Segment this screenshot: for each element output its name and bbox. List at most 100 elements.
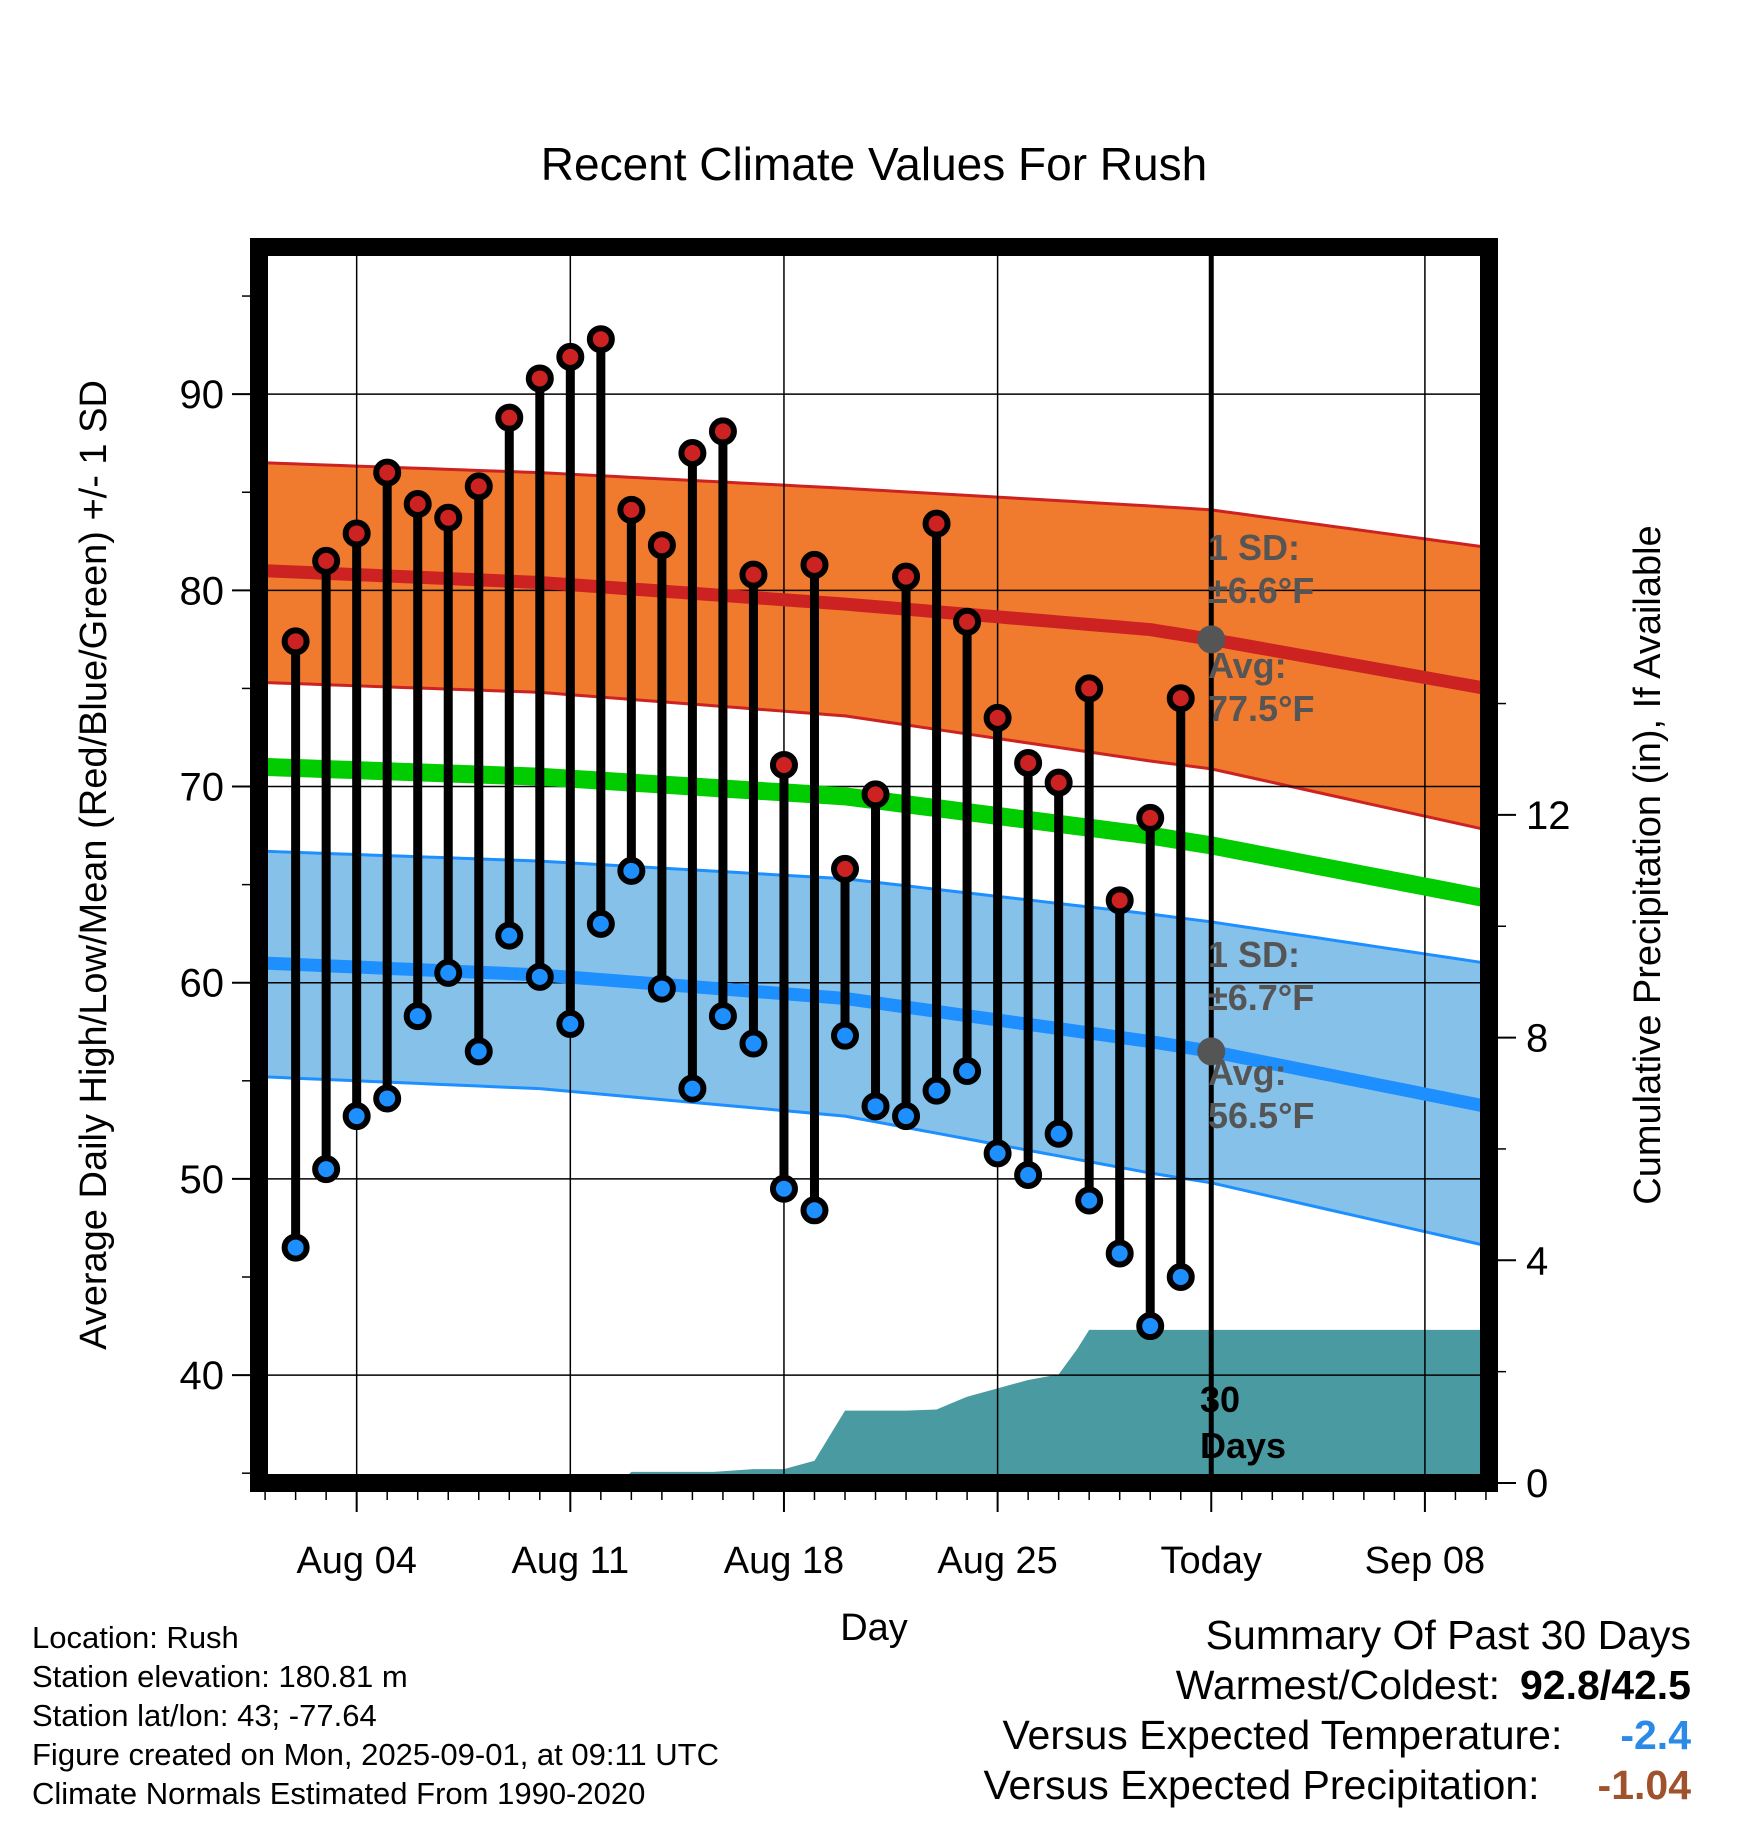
low-marker [861,1092,890,1121]
low-marker [495,921,524,950]
y-tick-label: 90 [180,373,225,417]
precip-cumulative-area [265,1329,1489,1483]
y-tick-label: 40 [180,1354,225,1398]
low-marker [556,1009,585,1038]
high-marker [769,750,798,779]
x-axis-label: Day [840,1607,908,1649]
x-tick-label: Aug 04 [296,1540,416,1582]
location-text: Location: Rush [32,1620,239,1655]
low-marker [373,1084,402,1113]
low-marker [1044,1119,1073,1148]
x-tick-label: Today [1161,1540,1262,1582]
summary-warmest-row: Warmest/Coldest: 92.8/42.5 [983,1660,1691,1710]
x-tick-label: Aug 11 [512,1540,630,1582]
high-marker [1105,886,1134,915]
high-marker [312,546,341,575]
days-label-1: 30 [1200,1379,1240,1420]
low-marker [1014,1160,1043,1189]
days-label-2: Days [1200,1425,1286,1466]
low-marker [922,1076,951,1105]
high-marker [861,780,890,809]
low-sd-label-1: 1 SD: [1208,934,1300,975]
low-marker [434,958,463,987]
y2-tick-label: 12 [1526,794,1571,838]
temp-value: -2.4 [1620,1712,1691,1758]
low-marker [769,1174,798,1203]
x-tick-label: Aug 25 [937,1540,1057,1582]
precip-label: Versus Expected Precipitation: [983,1762,1540,1808]
high-marker [281,627,310,656]
low-marker [281,1233,310,1262]
high-marker [1166,684,1195,713]
low-sd-label-2: ±6.7°F [1208,977,1314,1018]
low-marker [1136,1312,1165,1341]
low-marker [983,1139,1012,1168]
high-marker [373,458,402,487]
high-marker [1044,768,1073,797]
low-marker [1105,1239,1134,1268]
low-marker [403,1002,432,1031]
high-marker [586,325,615,354]
normals-text: Climate Normals Estimated From 1990-2020 [32,1776,646,1811]
low-avg-label-1: Avg: [1208,1052,1287,1093]
low-marker [708,1002,737,1031]
high-marker [647,531,676,560]
high-marker [495,403,524,432]
plot-frame [250,238,1498,1492]
high-sd-lower-edge [265,681,1487,832]
y2-tick-label: 0 [1526,1462,1548,1506]
high-marker [525,364,554,393]
high-marker [831,854,860,883]
high-avg-label-2: 77.5°F [1208,688,1314,729]
low-marker [617,856,646,885]
high-sd-label-1: 1 SD: [1208,527,1300,568]
low-marker [678,1074,707,1103]
high-avg-line [264,564,1488,695]
warmest-label: Warmest/Coldest: [1175,1662,1500,1708]
high-marker [617,495,646,524]
high-marker [342,519,371,548]
low-marker [831,1021,860,1050]
low-avg-label-2: 56.5°F [1208,1095,1314,1136]
elevation-text: Station elevation: 180.81 m [32,1659,408,1694]
low-marker [312,1155,341,1184]
latlon-text: Station lat/lon: 43; -77.64 [32,1698,377,1733]
y2-tick-label: 4 [1526,1239,1548,1283]
daily-stems [291,339,1186,1327]
high-marker [434,503,463,532]
high-marker [678,439,707,467]
low-marker [739,1029,768,1058]
low-marker [800,1196,829,1225]
summary-panel: Summary Of Past 30 Days Warmest/Coldest:… [983,1610,1691,1810]
low-marker [647,974,676,1003]
summary-title: Summary Of Past 30 Days [1205,1612,1691,1658]
chart-title: Recent Climate Values For Rush [541,138,1207,190]
low-marker [464,1037,493,1066]
high-avg-today-marker [1197,625,1226,654]
low-marker [892,1102,921,1131]
warmest-value: 92.8/42.5 [1520,1662,1691,1708]
x-tick-label: Sep 08 [1365,1540,1485,1582]
high-marker [464,472,493,501]
low-marker [586,909,615,938]
high-marker [892,562,921,591]
high-marker [1136,803,1165,832]
high-marker [739,560,768,589]
y-tick-label: 60 [180,962,225,1006]
x-tick-label: Aug 18 [724,1540,844,1582]
high-marker [953,607,982,636]
low-avg-today-marker [1197,1037,1226,1066]
y-tick-label: 70 [180,766,225,810]
high-marker [922,509,951,538]
axes: Aug 04 Aug 11 Aug 18 Aug 25 Today Sep 0840506… [180,238,1571,1582]
y2-axis-label: Cumulative Precipitation (in), If Availa… [1627,525,1669,1204]
y-tick-label: 80 [180,569,225,613]
station-info: Location: Rush Station elevation: 180.81… [32,1618,719,1813]
temp-label: Versus Expected Temperature: [1002,1712,1563,1758]
high-avg-label-1: Avg: [1208,645,1287,686]
low-marker [953,1057,982,1085]
high-marker [708,417,737,446]
low-marker [1166,1263,1195,1291]
created-text: Figure created on Mon, 2025-09-01, at 09… [32,1737,719,1772]
